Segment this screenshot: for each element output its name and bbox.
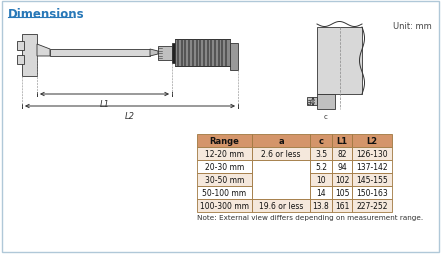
Bar: [175, 40, 230, 67]
Text: 82: 82: [337, 149, 347, 158]
Bar: [214, 40, 216, 67]
Bar: [184, 40, 187, 67]
Bar: [221, 40, 224, 67]
Text: 19.6 or less: 19.6 or less: [259, 201, 303, 210]
Bar: [22, 35, 37, 77]
Bar: [197, 134, 252, 147]
Text: 227-252: 227-252: [356, 201, 388, 210]
Bar: [332, 160, 352, 173]
Bar: [252, 160, 310, 199]
Text: L1: L1: [336, 136, 348, 146]
Text: c: c: [324, 114, 328, 120]
Text: 161: 161: [335, 201, 349, 210]
Bar: [225, 40, 227, 67]
Bar: [181, 40, 183, 67]
Text: 137-142: 137-142: [356, 162, 388, 171]
Text: Note: External view differs depending on measurement range.: Note: External view differs depending on…: [197, 214, 423, 220]
Bar: [197, 160, 252, 173]
Text: L2: L2: [125, 112, 135, 121]
Polygon shape: [37, 45, 50, 57]
Bar: [17, 56, 24, 65]
Text: 3.5: 3.5: [315, 149, 327, 158]
Bar: [310, 173, 332, 186]
Text: Range: Range: [209, 136, 239, 146]
Text: 50-100 mm: 50-100 mm: [202, 188, 247, 197]
Bar: [352, 134, 392, 147]
Text: a: a: [306, 98, 311, 107]
Text: 5.2: 5.2: [315, 162, 327, 171]
Text: 2.6 or less: 2.6 or less: [261, 149, 301, 158]
Text: 12-20 mm: 12-20 mm: [205, 149, 244, 158]
Bar: [197, 199, 252, 212]
Text: 94: 94: [337, 162, 347, 171]
Bar: [197, 173, 252, 186]
Bar: [352, 199, 392, 212]
Text: 20-30 mm: 20-30 mm: [205, 162, 244, 171]
Text: 102: 102: [335, 175, 349, 184]
Bar: [317, 95, 335, 109]
Bar: [307, 98, 317, 106]
Bar: [352, 147, 392, 160]
Bar: [188, 40, 190, 67]
Bar: [332, 199, 352, 212]
Bar: [310, 186, 332, 199]
Bar: [172, 44, 175, 64]
Bar: [332, 186, 352, 199]
Bar: [310, 147, 332, 160]
Text: 126-130: 126-130: [356, 149, 388, 158]
Text: 30-50 mm: 30-50 mm: [205, 175, 244, 184]
Bar: [352, 160, 392, 173]
Bar: [332, 147, 352, 160]
Bar: [352, 186, 392, 199]
Text: 105: 105: [335, 188, 349, 197]
Text: 150-163: 150-163: [356, 188, 388, 197]
Bar: [252, 134, 310, 147]
Bar: [177, 40, 179, 67]
Bar: [210, 40, 212, 67]
Bar: [310, 134, 332, 147]
Bar: [197, 147, 252, 160]
Bar: [17, 42, 24, 51]
Bar: [50, 50, 150, 57]
Bar: [332, 134, 352, 147]
Bar: [352, 173, 392, 186]
Bar: [203, 40, 205, 67]
Bar: [158, 47, 172, 61]
Bar: [218, 40, 220, 67]
Text: 13.8: 13.8: [313, 201, 329, 210]
Bar: [252, 147, 310, 160]
Text: 100-300 mm: 100-300 mm: [200, 201, 249, 210]
Text: a: a: [278, 136, 284, 146]
Text: 14: 14: [316, 188, 326, 197]
Text: 10: 10: [316, 175, 326, 184]
Text: L2: L2: [366, 136, 377, 146]
Text: Unit: mm: Unit: mm: [393, 22, 432, 31]
Bar: [230, 44, 238, 71]
Text: Dimensions: Dimensions: [8, 8, 85, 21]
Bar: [310, 160, 332, 173]
Bar: [317, 28, 362, 95]
Bar: [310, 199, 332, 212]
Bar: [199, 40, 201, 67]
Bar: [252, 199, 310, 212]
Polygon shape: [150, 50, 158, 57]
Text: c: c: [318, 136, 324, 146]
Bar: [332, 173, 352, 186]
Bar: [197, 186, 252, 199]
Text: 145-155: 145-155: [356, 175, 388, 184]
Text: L1: L1: [100, 100, 109, 108]
Bar: [206, 40, 209, 67]
Bar: [192, 40, 194, 67]
Bar: [195, 40, 198, 67]
